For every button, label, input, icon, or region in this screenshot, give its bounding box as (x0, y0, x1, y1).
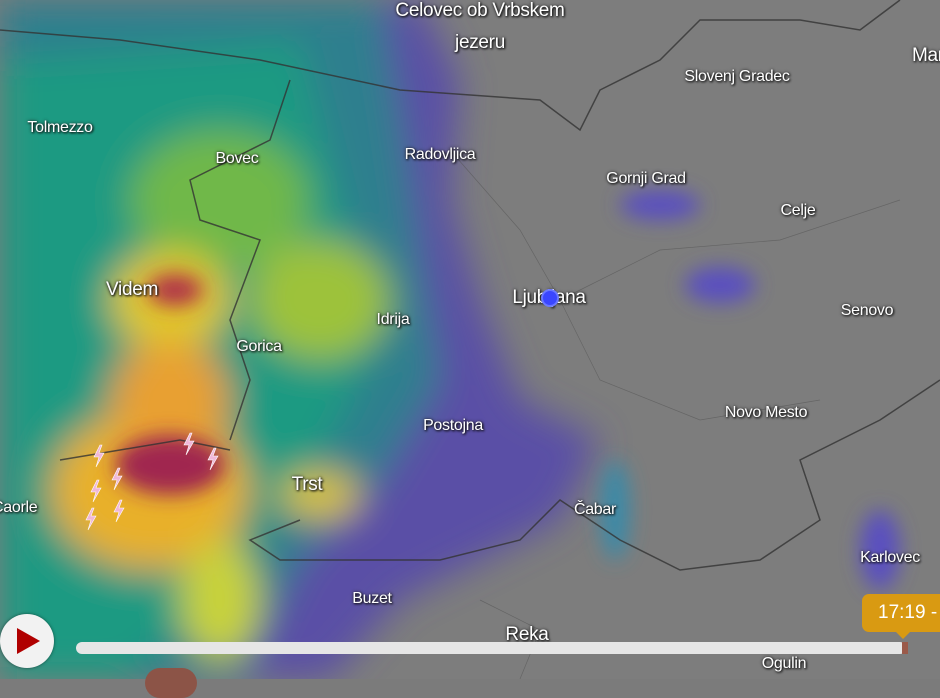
city-label: Bovec (215, 150, 259, 167)
lightning-icons (85, 432, 219, 531)
city-label: Slovenj Gradec (684, 68, 790, 85)
layer-chip[interactable] (145, 668, 197, 698)
city-label: Marib (912, 45, 940, 66)
city-label: Senovo (840, 302, 894, 319)
timeline-handle[interactable] (902, 642, 908, 654)
radar-map[interactable] (0, 0, 940, 679)
city-label: Čabar (573, 501, 617, 518)
play-button[interactable] (0, 614, 54, 668)
city-label: Idrija (376, 311, 410, 328)
city-label: Tolmezzo (27, 119, 93, 136)
city-label: Caorle (0, 499, 38, 516)
city-label: Celje (780, 202, 816, 219)
city-label: Gorica (236, 338, 282, 355)
city-label: Gornji Grad (606, 170, 686, 187)
city-label: Postojna (423, 417, 483, 434)
location-dot-icon (541, 289, 559, 307)
city-label: Celovec ob Vrbskem (395, 0, 565, 21)
borders (0, 0, 940, 571)
city-label: Videm (105, 279, 159, 300)
city-label: Trst (291, 474, 323, 495)
play-icon (17, 628, 40, 654)
city-label: Novo Mesto (724, 404, 808, 421)
timeline-slider[interactable] (76, 642, 906, 654)
city-label: Reka (505, 624, 549, 645)
current-time-badge: 17:19 - (862, 594, 940, 639)
city-label: Ogulin (761, 655, 807, 672)
city-label: jezeru (455, 32, 505, 53)
city-label: Buzet (352, 590, 392, 607)
city-label: Karlovec (860, 549, 920, 566)
city-label: Radovljica (404, 146, 476, 163)
